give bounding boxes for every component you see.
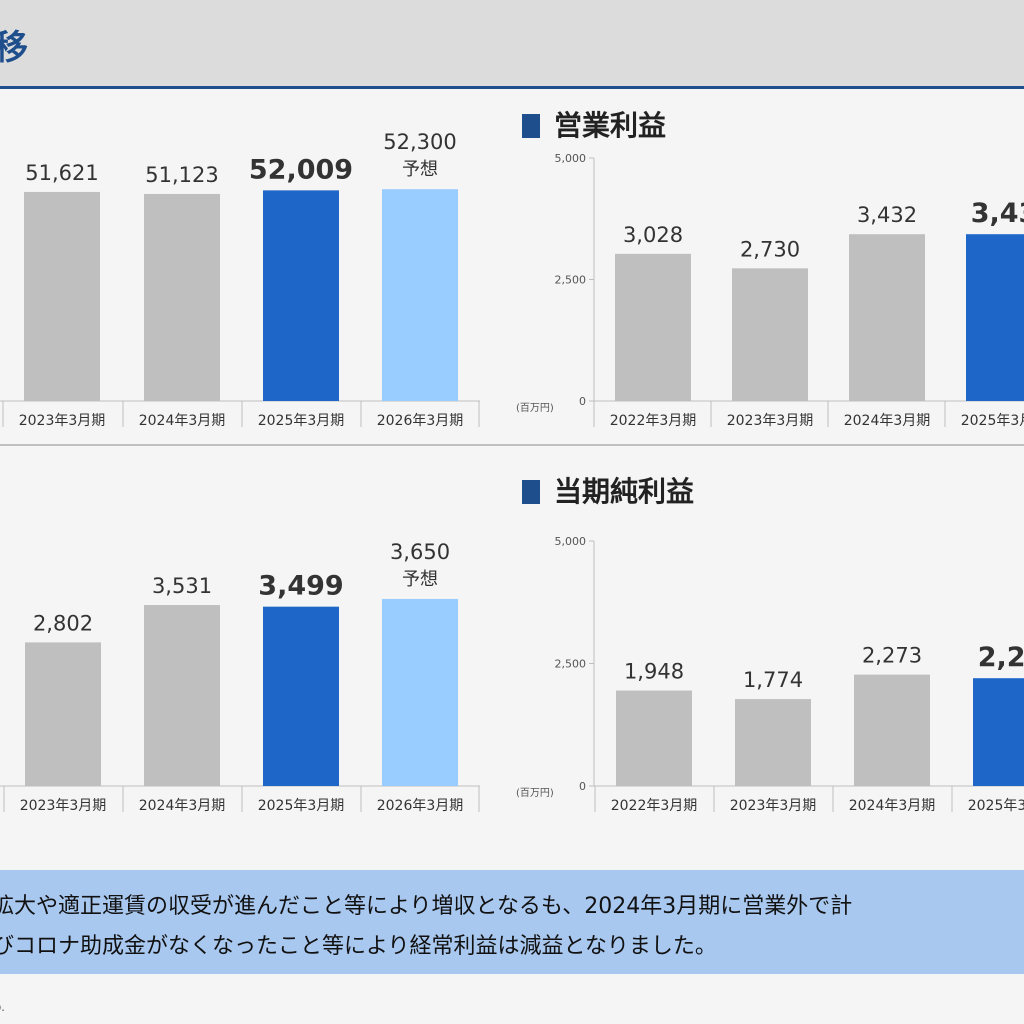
chart-top-right: 0 2,500 5,000 (百万円) 2022年3月期 3,028 2023年3月期 2,7… (516, 152, 1024, 429)
bar-past (144, 193, 220, 401)
bar-actual (973, 678, 1024, 786)
data-label: 1,948 (624, 660, 684, 684)
bar-actual (263, 606, 339, 786)
bar-past (25, 642, 101, 786)
note-line-2: びコロナ助成金がなくなったこと等により経常利益は減益となりました。 (0, 934, 717, 959)
chart-bottom-right: 0 2,500 5,000 (百万円) 2022年3月期 1,948 2023年3月期 1,7… (516, 535, 1024, 814)
data-label: 2,20 (978, 642, 1024, 673)
bar-past (24, 191, 100, 401)
title-marker (522, 480, 540, 504)
data-label: 3,028 (623, 223, 683, 247)
data-label: 51,621 (25, 161, 98, 185)
x-tick-label: 2024年3月期 (844, 413, 931, 429)
forecast-label: 予想 (402, 159, 438, 180)
note-line-1: 拡大や適正運賃の収受が進んだこと等により増収となるも、2024年3月期に営業外で… (0, 894, 853, 919)
y-tick-label: 5,000 (555, 152, 587, 165)
x-tick-label: 2024年3月期 (139, 413, 226, 429)
data-label: 3,43 (971, 198, 1024, 229)
data-label: 52,300 (383, 130, 456, 154)
data-label: 2,730 (740, 237, 800, 261)
y-tick-label: 0 (579, 395, 586, 408)
net-profit-title: 当期純利益 (522, 470, 694, 510)
x-tick-label: 2023年3月期 (730, 798, 817, 814)
bar-forecast (382, 189, 458, 401)
section-divider (0, 444, 1024, 446)
x-tick-label: 2025年3月期 (961, 413, 1024, 429)
bar-past (615, 253, 691, 401)
x-tick-label: 2026年3月期 (377, 413, 464, 429)
header-bar: 移 (0, 0, 1024, 89)
operating-profit-title-text: 営業利益 (554, 109, 667, 142)
y-tick-label: 2,500 (555, 658, 587, 671)
data-label: 52,009 (249, 154, 353, 185)
bar-actual (263, 190, 339, 401)
chart-top-left: 2023年3月期 51,621 2024年3月期 51,123 2025年3月期 52,0… (0, 130, 480, 429)
net-profit-title-text: 当期純利益 (554, 475, 695, 508)
x-tick-label: 2025年3月期 (258, 413, 345, 429)
data-label: 51,123 (145, 163, 218, 187)
unit-label: (百万円) (516, 787, 554, 799)
bar-forecast (382, 598, 458, 786)
x-tick-label: 2023年3月期 (727, 413, 814, 429)
data-label: 3,499 (258, 571, 343, 602)
data-label: 2,802 (33, 611, 93, 635)
chart-bottom-left: 2023年3月期 2,802 2024年3月期 3,531 2025年3月期 3,499 2… (0, 540, 480, 814)
bar-actual (966, 234, 1024, 401)
bar-past (144, 605, 220, 786)
x-tick-label: 2024年3月期 (849, 798, 936, 814)
x-tick-label: 2025年3月期 (968, 798, 1024, 814)
x-tick-label: 2026年3月期 (377, 798, 464, 814)
x-tick-label: 2024年3月期 (139, 798, 226, 814)
title-marker (522, 114, 540, 138)
bar-past (735, 699, 811, 786)
y-tick-label: 5,000 (555, 535, 587, 548)
bar-past (854, 674, 930, 786)
unit-label: (百万円) (516, 402, 554, 414)
operating-profit-title: 営業利益 (522, 104, 666, 144)
data-label: 1,774 (743, 668, 803, 692)
page-title: 移 (0, 28, 29, 68)
data-label: 3,531 (152, 574, 212, 598)
data-label: 3,432 (857, 203, 917, 227)
data-label: 3,650 (390, 540, 450, 564)
bar-past (849, 234, 925, 401)
x-tick-label: 2022年3月期 (610, 413, 697, 429)
data-label: 2,273 (862, 644, 922, 668)
y-tick-label: 0 (579, 780, 586, 793)
forecast-label: 予想 (402, 569, 438, 590)
x-tick-label: 2023年3月期 (19, 413, 106, 429)
x-tick-label: 2022年3月期 (611, 798, 698, 814)
summary-note: 拡大や適正運賃の収受が進んだこと等により増収となるも、2024年3月期に営業外で… (0, 870, 1024, 974)
bar-past (732, 268, 808, 401)
footer-text: o. (0, 1000, 5, 1014)
x-tick-label: 2023年3月期 (20, 798, 107, 814)
x-tick-label: 2025年3月期 (258, 798, 345, 814)
bar-past (616, 690, 692, 786)
y-tick-label: 2,500 (555, 274, 587, 287)
